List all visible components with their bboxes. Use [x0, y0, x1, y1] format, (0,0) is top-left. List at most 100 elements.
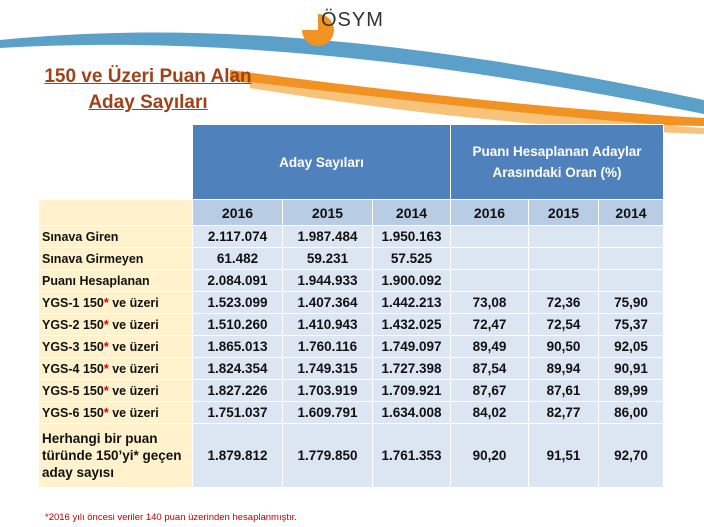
table-cell: 89,99: [598, 379, 664, 402]
table-cell: 1.432.025: [372, 313, 451, 336]
footnote-star: *: [103, 405, 109, 420]
table-cell: 82,77: [528, 401, 599, 424]
table-cell: 87,61: [528, 379, 599, 402]
table-row: Sınava Giren 2.117.074 1.987.484 1.950.1…: [38, 225, 664, 248]
table-row: YGS-2 150* ve üzeri 1.510.260 1.410.943 …: [38, 313, 664, 336]
table-cell: 86,00: [598, 401, 664, 424]
table-cell: 89,49: [450, 335, 529, 358]
table-cell: 75,37: [598, 313, 664, 336]
table-cell: 84,02: [450, 401, 529, 424]
table-cell: [598, 247, 664, 270]
table-cell: 1.879.812: [192, 423, 283, 488]
table-cell: 1.987.484: [282, 225, 373, 248]
table-cell: 1.779.850: [282, 423, 373, 488]
row-label-suffix: ve üzeri: [108, 383, 159, 398]
footnote-star: *: [103, 317, 109, 332]
table-cell: 72,47: [450, 313, 529, 336]
table-cell: [598, 269, 664, 292]
table-cell: 1.749.315: [282, 357, 373, 380]
page-title: 150 ve Üzeri Puan Alan Aday Sayıları: [18, 64, 278, 116]
table-cell: 1.709.921: [372, 379, 451, 402]
row-label-suffix: ve üzeri: [108, 361, 159, 376]
group-header-ratio: Puanı Hesaplanan Adaylar Arasındaki Oran…: [450, 124, 664, 200]
row-label: Sınava Girmeyen: [38, 247, 193, 270]
orange-swoosh-decoration: [0, 32, 704, 134]
table-row: Puanı Hesaplanan 2.084.091 1.944.933 1.9…: [38, 269, 664, 292]
page-title-line1: 150 ve Üzeri Puan Alan: [44, 66, 252, 87]
row-label-suffix: ve üzeri: [108, 405, 159, 420]
table-cell: 91,51: [528, 423, 599, 488]
table-cell: 1.727.398: [372, 357, 451, 380]
table-row: YGS-1 150* ve üzeri 1.523.099 1.407.364 …: [38, 291, 664, 314]
table-cell: 1.751.037: [192, 401, 283, 424]
year-header: 2014: [598, 199, 664, 226]
row-label: Puanı Hesaplanan: [38, 269, 193, 292]
table-row: YGS-5 150* ve üzeri 1.827.226 1.703.919 …: [38, 379, 664, 402]
year-header: 2014: [372, 199, 451, 226]
row-label-text: YGS-1 150: [42, 295, 104, 310]
table-row: YGS-6 150* ve üzeri 1.751.037 1.609.791 …: [38, 401, 664, 424]
table-cell: 61.482: [192, 247, 283, 270]
table-cell: 1.634.008: [372, 401, 451, 424]
footnote-star: *: [103, 361, 109, 376]
row-label: Herhangi bir puan türünde 150’yi* geçen …: [38, 423, 193, 488]
row-label: YGS-4 150* ve üzeri: [38, 357, 193, 380]
row-label-suffix: ve üzeri: [108, 317, 159, 332]
table-cell: 73,08: [450, 291, 529, 314]
table-cell: 57.525: [372, 247, 451, 270]
page-title-line2: Aday Sayıları: [88, 92, 208, 113]
row-label-suffix: ve üzeri: [108, 339, 159, 354]
table-cell: 1.827.226: [192, 379, 283, 402]
year-header: 2016: [450, 199, 529, 226]
footnote-star: *: [103, 339, 109, 354]
row-label-text: YGS-6 150: [42, 405, 104, 420]
table-cell: 89,94: [528, 357, 599, 380]
table-cell: 1.410.943: [282, 313, 373, 336]
table-cell: 92,05: [598, 335, 664, 358]
osym-logo-icon: [302, 14, 334, 46]
row-label: YGS-6 150* ve üzeri: [38, 401, 193, 424]
table-cell: 1.442.213: [372, 291, 451, 314]
table-cell: 1.760.116: [282, 335, 373, 358]
row-label-text: YGS-4 150: [42, 361, 104, 376]
year-header: 2015: [528, 199, 599, 226]
table-cell: 72,36: [528, 291, 599, 314]
table-cell: [450, 247, 529, 270]
year-row-label: [38, 199, 193, 226]
row-label: YGS-1 150* ve üzeri: [38, 291, 193, 314]
candidate-count-table: Aday Sayıları Puanı Hesaplanan Adaylar A…: [38, 124, 664, 488]
table-cell: [450, 225, 529, 248]
table-cell: [598, 225, 664, 248]
table-row: YGS-3 150* ve üzeri 1.865.013 1.760.116 …: [38, 335, 664, 358]
table-row: YGS-4 150* ve üzeri 1.824.354 1.749.315 …: [38, 357, 664, 380]
table-row-total: Herhangi bir puan türünde 150’yi* geçen …: [38, 423, 664, 488]
table-cell: 1.609.791: [282, 401, 373, 424]
table-cell: 75,90: [598, 291, 664, 314]
row-label: Sınava Giren: [38, 225, 193, 248]
row-label-text: YGS-2 150: [42, 317, 104, 332]
row-label-suffix: ve üzeri: [108, 295, 159, 310]
table-cell: [528, 247, 599, 270]
table-cell: 90,20: [450, 423, 529, 488]
table-cell: 90,91: [598, 357, 664, 380]
table-row: Sınava Girmeyen 61.482 59.231 57.525: [38, 247, 664, 270]
table-cell: 1.749.097: [372, 335, 451, 358]
footnote-star: *: [103, 383, 109, 398]
year-header: 2015: [282, 199, 373, 226]
table-cell: 2.084.091: [192, 269, 283, 292]
table-cell: 1.865.013: [192, 335, 283, 358]
table-cell: 1.703.919: [282, 379, 373, 402]
table-cell: 90,50: [528, 335, 599, 358]
table-cell: 92,70: [598, 423, 664, 488]
table-cell: [450, 269, 529, 292]
table-cell: 1.510.260: [192, 313, 283, 336]
table-cell: 1.824.354: [192, 357, 283, 380]
row-label: YGS-5 150* ve üzeri: [38, 379, 193, 402]
table-cell: 87,67: [450, 379, 529, 402]
year-header: 2016: [192, 199, 283, 226]
table-cell: 87,54: [450, 357, 529, 380]
row-label: YGS-2 150* ve üzeri: [38, 313, 193, 336]
footnote: *2016 yılı öncesi veriler 140 puan üzeri…: [45, 512, 297, 523]
row-label: YGS-3 150* ve üzeri: [38, 335, 193, 358]
table-cell: 72,54: [528, 313, 599, 336]
